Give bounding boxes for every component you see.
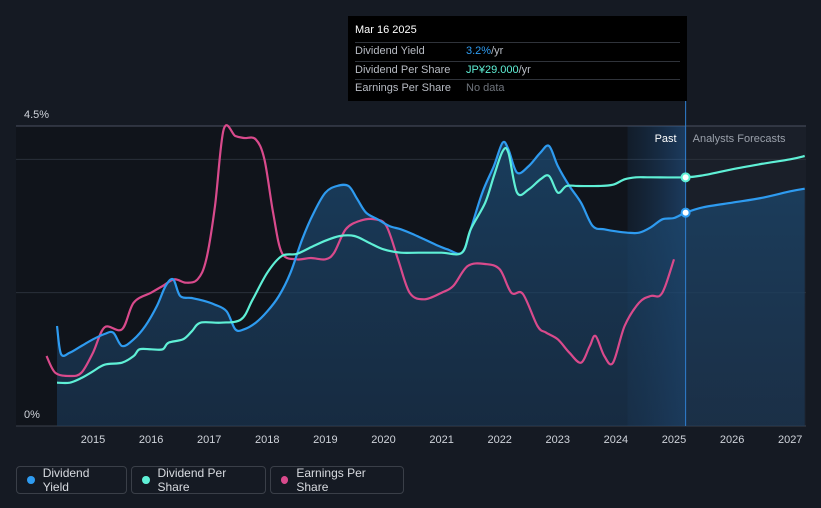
dividend-yield-area <box>57 141 805 427</box>
tooltip-row-dividend-yield: Dividend Yield 3.2% /yr <box>355 43 680 62</box>
tooltip-value: 3.2% <box>466 45 492 57</box>
x-tick-label: 2016 <box>139 434 163 446</box>
series-line-dividend-per-share <box>56 146 805 385</box>
tooltip: Mar 16 2025 Dividend Yield 3.2% /yr Divi… <box>348 16 687 101</box>
markers <box>680 172 691 218</box>
tooltip-date: Mar 16 2025 <box>355 16 680 43</box>
legend-dot-icon <box>142 476 150 484</box>
x-tick-label: 2022 <box>487 434 511 446</box>
series-line-earnings-per-share <box>45 124 676 378</box>
legend-dot-icon <box>27 476 35 484</box>
tooltip-label: Dividend Yield <box>355 45 425 57</box>
tooltip-value: JP¥29.000 <box>466 63 519 76</box>
legend-item-dividend-per-share[interactable]: Dividend Per Share <box>131 466 266 494</box>
legend-label: Dividend Yield <box>42 466 90 494</box>
x-tick-label: 2020 <box>371 434 395 446</box>
axis-labels: 4.5% 0% 2015 2016 2017 2018 2019 2020 2021 2022 20… <box>24 109 802 446</box>
x-tick-label: 2019 <box>313 434 337 446</box>
legend-item-dividend-yield[interactable]: Dividend Yield <box>16 466 127 494</box>
tooltip-unit: /yr <box>518 63 531 76</box>
x-tick-label: 2023 <box>546 434 570 446</box>
marker-point <box>680 207 691 218</box>
tooltip-value: No data <box>466 82 505 94</box>
x-tick-label: 2027 <box>778 434 802 446</box>
tooltip-row-dividend-per-share: Dividend Per Share JP¥29.000 /yr <box>355 62 680 80</box>
legend-dot-icon <box>281 476 289 484</box>
x-tick-label: 2017 <box>197 434 221 446</box>
x-tick-label: 2015 <box>81 434 105 446</box>
series-lines <box>45 124 805 385</box>
marker-point <box>680 172 691 183</box>
forecast-label: Analysts Forecasts <box>693 133 786 145</box>
x-tick-label: 2025 <box>662 434 686 446</box>
legend-item-earnings-per-share[interactable]: Earnings Per Share <box>270 466 404 494</box>
x-tick-label: 2026 <box>720 434 744 446</box>
x-tick-label: 2021 <box>429 434 453 446</box>
legend-label: Dividend Per Share <box>157 466 227 494</box>
tooltip-label: Earnings Per Share <box>355 82 451 94</box>
y-tick-label: 4.5% <box>24 109 49 121</box>
tooltip-row-earnings-per-share: Earnings Per Share No data <box>355 80 680 98</box>
tooltip-label: Dividend Per Share <box>355 63 451 76</box>
x-tick-label: 2018 <box>255 434 279 446</box>
legend-label: Earnings Per Share <box>296 466 366 494</box>
past-label: Past <box>655 133 677 145</box>
x-tick-label: 2024 <box>604 434 628 446</box>
tooltip-unit: /yr <box>491 45 504 57</box>
y-tick-label: 0% <box>24 409 40 421</box>
series-line-dividend-yield <box>55 140 805 357</box>
